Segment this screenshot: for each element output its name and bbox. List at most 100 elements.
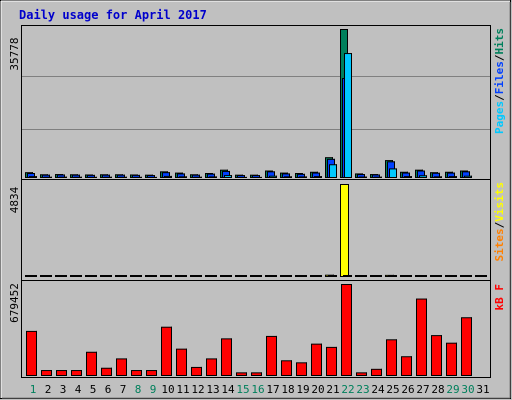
legend-item-kbytes: kB F — [493, 284, 506, 311]
bar-pages-day-2-shade — [51, 176, 52, 178]
bar-kbytes-day-12 — [191, 366, 202, 376]
bar-kbytes-day-24-shade — [381, 368, 382, 376]
bar-files-day-7-shade — [124, 174, 125, 178]
bar-kbytes-day-14-shade — [231, 338, 232, 376]
x-tick-label-14: 14 — [221, 383, 235, 396]
legend-bottom: kB F — [493, 284, 506, 311]
bar-kbytes-day-6-shade — [111, 367, 112, 376]
x-tick-label-17: 17 — [266, 383, 279, 396]
bar-pages-day-25 — [389, 168, 397, 179]
bar-kbytes-day-3-shade — [66, 370, 67, 376]
bar-kbytes-day-22 — [341, 284, 352, 376]
bar-kbytes-day-29 — [446, 342, 457, 376]
bar-sites-day-4-shade — [81, 275, 82, 277]
bar-kbytes-day-6 — [101, 367, 112, 377]
bar-sites-day-15-shade — [246, 275, 247, 277]
bar-sites-day-29-shade — [456, 275, 457, 277]
legend-item-sep2: / — [493, 54, 506, 61]
legend-item-visits: Visits — [493, 182, 506, 222]
bar-kbytes-day-2 — [41, 370, 52, 377]
bar-files-day-27-shade — [424, 170, 425, 178]
x-tick-label-16: 16 — [251, 383, 264, 396]
bar-sites-day-26-shade — [411, 275, 412, 277]
bar-pages-day-20 — [314, 176, 322, 179]
bar-sites-day-25 — [388, 275, 397, 277]
bar-files-day-30-shade — [469, 171, 470, 178]
x-tick-label-21: 21 — [326, 383, 339, 396]
bar-sites-day-7 — [118, 275, 127, 277]
bar-kbytes-day-21 — [326, 346, 337, 377]
bar-sites-day-23-shade — [366, 275, 367, 277]
bar-kbytes-day-1 — [26, 330, 37, 377]
bar-sites-day-6 — [103, 275, 112, 277]
bar-pages-day-29 — [449, 176, 457, 179]
chart-title: Daily usage for April 2017 — [19, 8, 207, 22]
bar-sites-day-13 — [208, 275, 217, 277]
legend-middle: Sites/Visits — [493, 182, 506, 262]
bar-sites-day-3-shade — [66, 275, 67, 277]
legend-item-pages: Pages — [493, 101, 506, 134]
x-tick-label-7: 7 — [120, 383, 127, 396]
bar-pages-day-7-shade — [126, 176, 127, 178]
bar-sites-day-20 — [313, 275, 322, 277]
x-tick-label-24: 24 — [371, 383, 385, 396]
bar-pages-day-11 — [179, 176, 187, 178]
bar-files-day-14-shade — [229, 170, 230, 178]
bar-sites-day-8-shade — [141, 275, 142, 277]
bar-kbytes-day-18 — [281, 360, 292, 376]
bar-kbytes-day-26 — [401, 356, 412, 377]
bar-kbytes-day-7-shade — [126, 358, 127, 376]
bar-files-day-3-shade — [64, 174, 65, 178]
bar-sites-day-30 — [463, 275, 472, 277]
bar-sites-day-31 — [478, 275, 487, 277]
bar-pages-day-20-shade — [321, 176, 322, 178]
bar-kbytes-day-16 — [251, 372, 262, 377]
x-tick-label-27: 27 — [416, 383, 429, 396]
bar-sites-day-14 — [223, 275, 232, 277]
bar-sites-day-25-shade — [396, 275, 397, 277]
bar-pages-day-19-shade — [306, 176, 307, 178]
bar-pages-day-18-shade — [291, 176, 292, 178]
bar-pages-day-9-shade — [156, 176, 157, 178]
bar-sites-day-10 — [163, 275, 172, 277]
x-tick-label-15: 15 — [236, 383, 249, 396]
bar-pages-day-30 — [464, 175, 472, 179]
bar-files-day-29-shade — [454, 172, 455, 178]
bar-sites-day-19-shade — [306, 275, 307, 277]
bar-sites-day-24 — [373, 275, 382, 277]
x-tick-label-3: 3 — [60, 383, 67, 396]
bar-sites-day-20-shade — [321, 275, 322, 277]
bar-kbytes-day-22-shade — [351, 284, 352, 376]
bar-files-day-9-shade — [154, 175, 155, 178]
bar-files-day-1-shade — [34, 173, 35, 178]
bar-pages-day-27-shade — [426, 175, 427, 178]
bar-pages-day-13-shade — [216, 176, 217, 178]
x-tick-label-1: 1 — [30, 383, 37, 396]
bar-kbytes-day-7 — [116, 358, 127, 377]
bar-pages-day-15-shade — [246, 176, 247, 178]
bar-kbytes-day-13 — [206, 358, 217, 377]
bar-kbytes-day-25-shade — [396, 339, 397, 376]
bar-pages-day-22 — [344, 53, 352, 178]
bar-pages-day-29-shade — [456, 176, 457, 178]
bar-sites-day-2-shade — [51, 275, 52, 277]
bar-kbytes-day-17 — [266, 335, 277, 377]
bar-sites-day-9-shade — [156, 275, 157, 277]
bar-pages-day-17 — [269, 175, 277, 179]
bar-sites-day-6-shade — [111, 275, 112, 277]
bar-sites-day-1-shade — [36, 275, 37, 277]
bar-pages-day-11-shade — [186, 176, 187, 178]
bar-kbytes-day-13-shade — [216, 358, 217, 376]
bar-pages-day-19 — [299, 176, 307, 179]
bar-sites-day-10-shade — [171, 275, 172, 277]
bar-sites-day-28 — [433, 275, 442, 277]
bar-visits-day-22-shade — [348, 184, 349, 277]
bar-pages-day-12-shade — [201, 176, 202, 178]
x-tick-label-4: 4 — [75, 383, 82, 396]
bar-pages-day-16-shade — [261, 176, 262, 178]
bar-pages-day-30-shade — [471, 175, 472, 178]
bar-pages-day-26-shade — [411, 176, 412, 178]
